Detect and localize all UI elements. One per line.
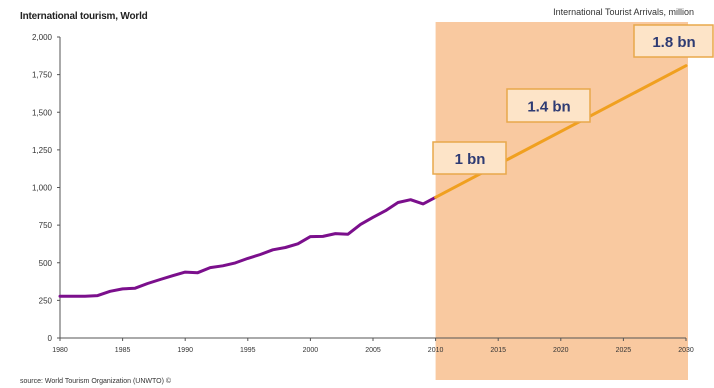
y-tick-label: 500 bbox=[39, 259, 53, 268]
historical-line bbox=[58, 195, 438, 298]
x-tick-label: 2020 bbox=[553, 347, 569, 354]
callout-label: 1 bn bbox=[455, 151, 486, 168]
x-tick-label: 1995 bbox=[240, 347, 256, 354]
x-tick-label: 1985 bbox=[115, 347, 131, 354]
x-tick-label: 1990 bbox=[177, 347, 193, 354]
callout-2: 1.4 bn bbox=[506, 88, 591, 123]
y-tick-label: 750 bbox=[39, 221, 53, 230]
callout-label: 1.8 bn bbox=[652, 34, 695, 51]
callout-1: 1 bn bbox=[432, 141, 507, 175]
x-tick-label: 2030 bbox=[678, 347, 694, 354]
x-tick-label: 2005 bbox=[365, 347, 381, 354]
y-tick-label: 2,000 bbox=[32, 33, 53, 42]
chart-title: International tourism, World bbox=[20, 11, 148, 22]
callout-box bbox=[432, 141, 507, 175]
x-tick-label: 2025 bbox=[616, 347, 632, 354]
callout-3: 1.8 bn bbox=[633, 24, 714, 58]
chart-subtitle: International Tourist Arrivals, million bbox=[553, 7, 694, 17]
y-tick-label: 0 bbox=[48, 334, 53, 343]
callout-box bbox=[633, 24, 714, 58]
y-tick-label: 1,250 bbox=[32, 146, 53, 155]
callout-box bbox=[506, 88, 591, 123]
x-tick-label: 2010 bbox=[428, 347, 444, 354]
y-tick-label: 1,000 bbox=[32, 184, 53, 193]
forecast-region bbox=[435, 22, 688, 380]
y-tick-label: 1,500 bbox=[32, 108, 53, 117]
x-tick-label: 1980 bbox=[52, 347, 68, 354]
source-note: source: World Tourism Organization (UNWT… bbox=[20, 377, 172, 385]
callout-label: 1.4 bn bbox=[527, 99, 570, 116]
y-tick-label: 250 bbox=[39, 296, 53, 305]
y-tick-label: 1,750 bbox=[32, 71, 53, 80]
x-tick-label: 2015 bbox=[490, 347, 506, 354]
x-tick-label: 2000 bbox=[303, 347, 319, 354]
forecast-line bbox=[434, 64, 688, 199]
